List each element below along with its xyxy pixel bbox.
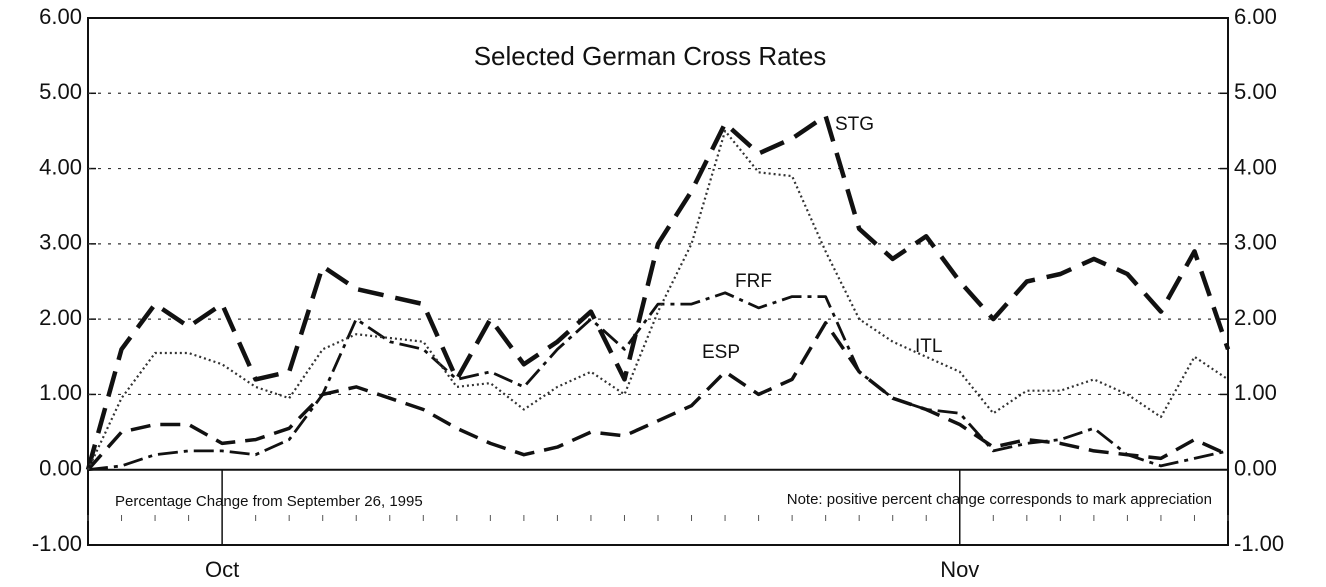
y2-tick-label: 1.00 (1234, 380, 1277, 405)
annotation: Note: positive percent change correspond… (787, 491, 1212, 508)
y-tick-label: 3.00 (39, 230, 82, 255)
y2-tick-label: 3.00 (1234, 230, 1277, 255)
y-tick-label: 4.00 (39, 154, 82, 179)
x-tick-label: Oct (205, 557, 239, 582)
y2-tick-label: 4.00 (1234, 154, 1277, 179)
y2-tick-label: 0.00 (1234, 456, 1277, 481)
annotation: Percentage Change from September 26, 199… (115, 493, 423, 510)
y2-tick-label: 2.00 (1234, 305, 1277, 330)
y-tick-label: 6.00 (39, 4, 82, 29)
series-line (87, 129, 1229, 471)
y2-tick-label: 5.00 (1234, 79, 1277, 104)
plot-frame (87, 17, 1229, 546)
series-line (85, 113, 1231, 471)
series-label: ITL (915, 336, 942, 357)
x-tick-label: Nov (940, 557, 979, 582)
series-label: STG (835, 114, 874, 135)
y-tick-label: 5.00 (39, 79, 82, 104)
y-tick-label: 0.00 (39, 456, 82, 481)
y2-tick-label: 6.00 (1234, 4, 1277, 29)
y-tick-label: 1.00 (39, 380, 82, 405)
series-label: FRF (735, 271, 772, 292)
series-line (86, 321, 1229, 471)
y-tick-label: 2.00 (39, 305, 82, 330)
y2-tick-label: -1.00 (1234, 531, 1284, 556)
y-tick-label: -1.00 (32, 531, 82, 556)
chart-title: Selected German Cross Rates (474, 41, 827, 71)
series-label: ESP (702, 342, 740, 363)
